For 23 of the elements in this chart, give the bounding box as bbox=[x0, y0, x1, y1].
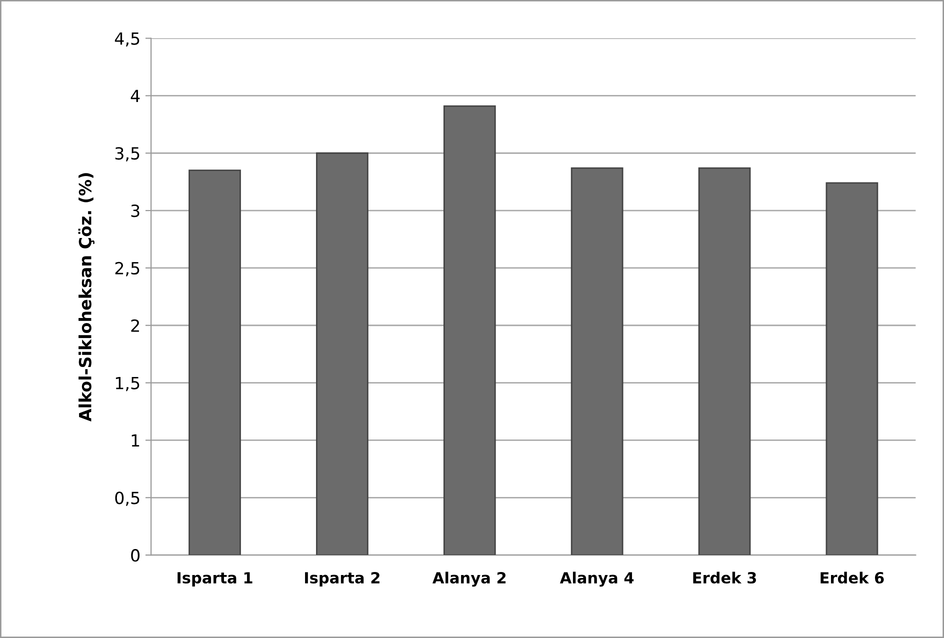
y-tick-label: 1 bbox=[132, 434, 140, 447]
y-tick-label: 2 bbox=[131, 319, 139, 332]
y-tick-label: 3,5 bbox=[115, 147, 140, 162]
bar bbox=[826, 182, 878, 556]
y-tick-label: 0,5 bbox=[115, 492, 140, 506]
bar bbox=[316, 152, 368, 556]
y-tick-label: 0 bbox=[131, 549, 140, 562]
y-axis-title: Alkol-Sikloheksan Çöz. (%) bbox=[78, 173, 94, 422]
y-tick-label: 3 bbox=[131, 204, 140, 218]
y-tick-label: 1,5 bbox=[116, 376, 140, 392]
y-tick-label: 2,5 bbox=[115, 262, 140, 276]
bar bbox=[188, 170, 241, 556]
x-tick-label: Erdek 6 bbox=[820, 572, 884, 584]
x-tick-label: Alanya 2 bbox=[432, 572, 506, 587]
bar bbox=[570, 167, 624, 556]
y-tick-label: 4 bbox=[130, 90, 140, 102]
x-tick-label: Alanya 4 bbox=[560, 572, 634, 587]
x-tick-label: Erdek 3 bbox=[693, 572, 756, 584]
x-tick-label: Isparta 2 bbox=[305, 572, 380, 587]
x-tick-label: Isparta 1 bbox=[178, 572, 252, 587]
bar bbox=[698, 167, 751, 556]
bar bbox=[443, 105, 496, 556]
y-tick-label: 4,5 bbox=[114, 32, 140, 47]
